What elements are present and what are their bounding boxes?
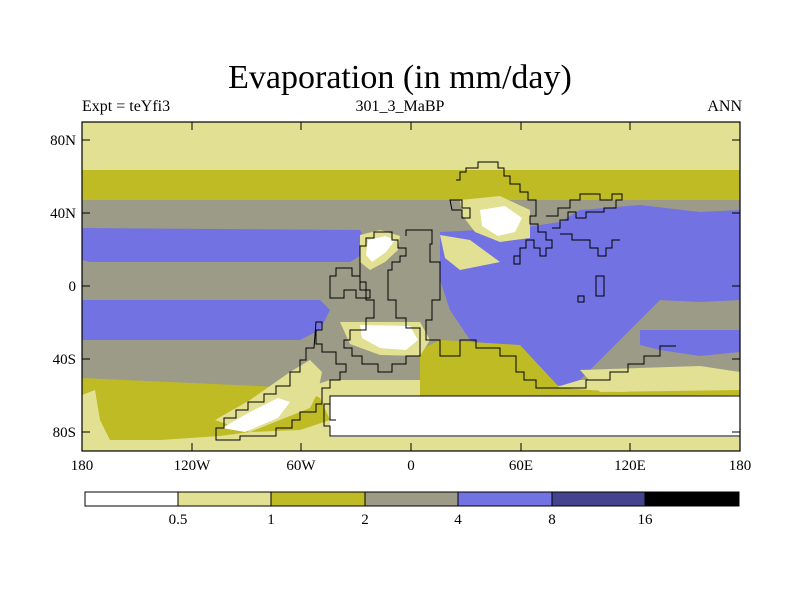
field-arabia-pale: [440, 235, 500, 270]
colorbar-box-0-5-to-1: [177, 491, 272, 507]
colorbar-label-16: 16: [638, 512, 654, 528]
colorbar-label-4: 4: [454, 512, 462, 528]
colorbar-box-1-to-2: [270, 491, 366, 507]
x-tick-label-60e: 60E: [509, 458, 533, 474]
x-tick-label-60w: 60W: [286, 458, 316, 474]
field-south-indian-pale: [580, 366, 740, 392]
x-tick-label-180e: 180: [729, 458, 752, 474]
field-north-subtropics: [82, 228, 370, 262]
coastlines: [215, 161, 741, 441]
coastline-north-america: [456, 161, 553, 265]
colorbar-label-2: 2: [361, 512, 369, 528]
coastline-south-america: [215, 321, 347, 441]
field-antarctica: [330, 396, 740, 437]
coastline-india: [560, 233, 620, 257]
y-tick-label-40s: 40S: [53, 352, 76, 368]
colorbar-label-8: 8: [548, 512, 556, 528]
field-north-mid: [82, 170, 740, 205]
x-tick-label-120w: 120W: [174, 458, 212, 474]
coastline-central-land: [405, 229, 676, 389]
y-tick-label-40n: 40N: [50, 206, 76, 222]
coastline-island: [595, 275, 605, 297]
coastline-europe: [449, 199, 471, 219]
field-southern-africa-dry: [360, 325, 418, 350]
field-north-band: [82, 140, 740, 170]
coastline-west-block: [329, 267, 371, 299]
colorbar-box-below-0-5: [84, 491, 179, 507]
colorbar-label-1: 1: [267, 512, 275, 528]
colorbar-box-2-to-4: [364, 491, 459, 507]
coastline-asia: [546, 193, 623, 229]
y-tick-label-80n: 80N: [50, 133, 76, 149]
field-patagonia-dry: [222, 398, 290, 432]
field-africa-north: [380, 235, 440, 318]
season-label: ANN: [707, 98, 742, 115]
coastline-island-2: [577, 295, 585, 303]
experiment-label: Expt = teYfi3: [82, 98, 171, 115]
field-south-mid-grey: [82, 340, 330, 390]
coastline-africa: [343, 231, 421, 373]
y-tick-marks: [82, 139, 740, 433]
y-tick-labels: 80N 40N 0 40S 80S: [50, 133, 76, 441]
y-tick-label-80s: 80S: [53, 425, 76, 441]
experiment-id-label: 301_3_MaBP: [355, 98, 445, 115]
field-south-subtropics-east: [640, 330, 740, 356]
coastline-chile: [329, 404, 336, 421]
map-field: [82, 122, 740, 451]
x-tick-labels: 180 120W 60W 0 60E 120E 180: [71, 458, 752, 474]
field-south-america-pale: [215, 360, 322, 432]
x-tick-label-180w: 180: [71, 458, 94, 474]
field-south-pacific-edge: [82, 390, 110, 451]
colorbar-box-4-to-8: [457, 491, 553, 507]
colorbar-label-0-5: 0.5: [169, 512, 188, 528]
colorbar-box-above-16: [644, 491, 740, 507]
field-central-asia-dry: [480, 206, 522, 236]
field-sahara-dry: [366, 236, 395, 262]
map-title: Evaporation (in mm/day): [228, 59, 572, 96]
x-tick-label-0: 0: [407, 458, 415, 474]
field-indo-pacific: [440, 205, 740, 386]
x-tick-label-120e: 120E: [614, 458, 646, 474]
colorbar: 0.5 1 2 4 8 16: [84, 491, 740, 528]
colorbar-box-8-to-16: [551, 491, 646, 507]
x-tick-marks: [191, 122, 631, 451]
field-south-subtropics-west: [82, 300, 330, 340]
y-tick-label-0: 0: [69, 279, 77, 295]
